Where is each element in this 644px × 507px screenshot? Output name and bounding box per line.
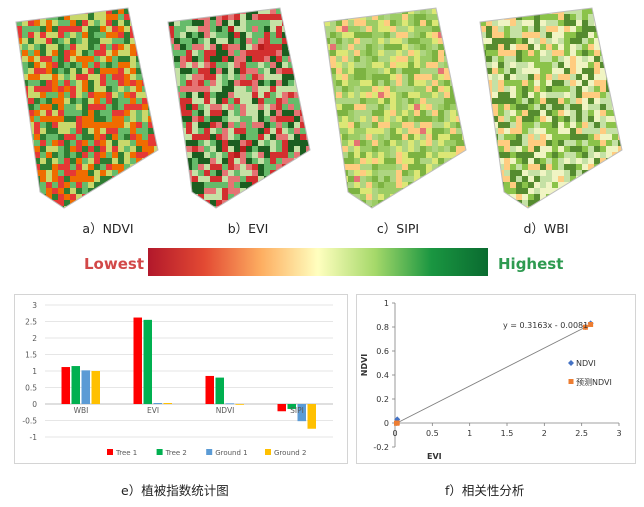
map-caption-sipi: c）SIPI: [376, 221, 420, 236]
index-map-texture: [16, 8, 158, 208]
index-map-outline: [167, 7, 311, 209]
bar-ytick-label: 2.5: [25, 318, 37, 327]
bar-category-label: WBI: [74, 406, 89, 415]
map-caption-evi: b）EVI: [227, 221, 269, 236]
scatter-ytick-label: 0.4: [376, 371, 389, 380]
scatter-ytick-label: -0.2: [373, 443, 389, 452]
bar-legend-swatch: [107, 449, 113, 455]
bar-evi-1: [143, 319, 152, 404]
scatter-trendline: [394, 324, 591, 425]
scatter-ytick-label: 0.8: [376, 323, 389, 332]
bar-sipi-2: [297, 404, 306, 422]
bar-evi-3: [163, 403, 172, 404]
bar-legend-label: Ground 1: [215, 449, 247, 457]
bar-wbi-2: [81, 370, 90, 404]
index-map-sipi: [323, 7, 467, 209]
bar-chart: -1 -0.5 0 0.5 1 1.5 2 2.5 3 WBI EVI NDVI SIPI Tree 1 T…: [22, 301, 333, 457]
scatter-chart-caption: f）相关性分析: [445, 483, 525, 498]
bar-ytick-label: 3: [32, 301, 37, 310]
bar-legend-label: Tree 1: [115, 449, 137, 457]
bar-chart-caption: e）植被指数统计图: [121, 483, 229, 498]
scatter-xtick-label: 3: [616, 429, 621, 438]
bar-sipi-3: [307, 404, 316, 429]
bar-ytick-label: -1: [30, 433, 38, 442]
index-map-outline: [323, 7, 467, 209]
scatter-point-predicted: [582, 324, 588, 330]
bar-legend-swatch: [156, 449, 163, 455]
bar-ytick-label: 1: [32, 367, 37, 376]
bar-sipi-1: [287, 404, 296, 409]
index-map-outline: [479, 7, 623, 209]
index-map-outline: [15, 7, 159, 209]
scatter-legend-swatch-predicted: [568, 379, 574, 384]
color-scale-gradient: [148, 248, 488, 276]
scatter-point-predicted: [394, 420, 400, 426]
scatter-ylabel: NDVI: [360, 354, 369, 377]
bar-category-label: EVI: [147, 406, 159, 415]
bar-ndvi-2: [225, 403, 234, 405]
scatter-ytick-label: 1: [384, 299, 389, 308]
bar-wbi-1: [71, 366, 80, 404]
scatter-xtick-label: 0: [392, 429, 397, 438]
bar-category-label: SIPI: [290, 406, 304, 415]
scatter-xtick-label: 1: [467, 429, 472, 438]
scatter-xlabel: EVI: [427, 452, 442, 461]
bar-legend-label: Tree 2: [165, 449, 187, 457]
bar-sipi-0: [277, 404, 286, 412]
index-map-texture: [168, 8, 310, 208]
bar-ytick-label: 1.5: [25, 351, 37, 360]
map-caption-ndvi: a）NDVI: [82, 221, 134, 236]
scatter-legend-swatch-ndvi: [568, 360, 574, 366]
scatter-legend-label: 预测NDVI: [576, 377, 612, 387]
scatter-xtick-label: 2.5: [575, 429, 588, 438]
scatter-point-predicted: [588, 321, 594, 327]
index-map-texture: [324, 8, 466, 208]
scatter-legend-label: NDVI: [576, 359, 596, 368]
scatter-chart-panel: -0.2 0 0.2 0.4 0.6 0.8 1 0 0.5 1 1.5 2 2.5 3 EVI NDVI y …: [356, 294, 636, 464]
scatter-chart: -0.200.20.40.60.810 0.5 1 1.5 2 2.5 3EVINDVIy …: [360, 299, 622, 461]
bar-wbi-0: [61, 367, 70, 404]
scatter-xtick-label: 1.5: [501, 429, 514, 438]
bar-ndvi-3: [235, 404, 244, 405]
bar-chart-panel: -1 -0.5 0 0.5 1 1.5 2 2.5 3 WBI EVI NDVI SIPI Tree 1 T…: [14, 294, 348, 464]
bar-ndvi-0: [205, 375, 214, 404]
index-map-wbi: [479, 7, 623, 209]
bar-evi-2: [153, 403, 162, 404]
index-map-ndvi: [15, 7, 159, 209]
bar-ytick-label: 0: [32, 400, 37, 409]
bar-category-label: NDVI: [216, 406, 235, 415]
bar-legend-label: Ground 2: [274, 449, 306, 457]
index-map-evi: [167, 7, 311, 209]
bar-ytick-label: -0.5: [22, 417, 37, 426]
scatter-trend-equation: y = 0.3163x - 0.0081: [503, 321, 588, 330]
bar-ytick-label: 2: [32, 334, 37, 343]
color-scale-low-label: Lowest: [84, 255, 144, 273]
bar-ytick-label: 0.5: [25, 384, 37, 393]
scatter-ytick-label: 0.2: [376, 395, 389, 404]
scatter-xtick-label: 0.5: [426, 429, 439, 438]
bar-legend-swatch: [265, 449, 271, 455]
color-scale-bar: [148, 248, 488, 276]
index-map-texture: [480, 8, 622, 208]
scatter-ytick-label: 0.6: [376, 347, 389, 356]
bar-ndvi-1: [215, 377, 224, 404]
bar-legend-swatch: [206, 449, 213, 455]
scatter-xtick-label: 2: [542, 429, 547, 438]
bar-wbi-3: [91, 371, 100, 404]
scatter-ytick-label: 0: [384, 419, 389, 428]
color-scale-high-label: Highest: [498, 255, 564, 273]
bar-evi-0: [133, 317, 142, 404]
map-caption-wbi: d）WBI: [523, 221, 569, 236]
